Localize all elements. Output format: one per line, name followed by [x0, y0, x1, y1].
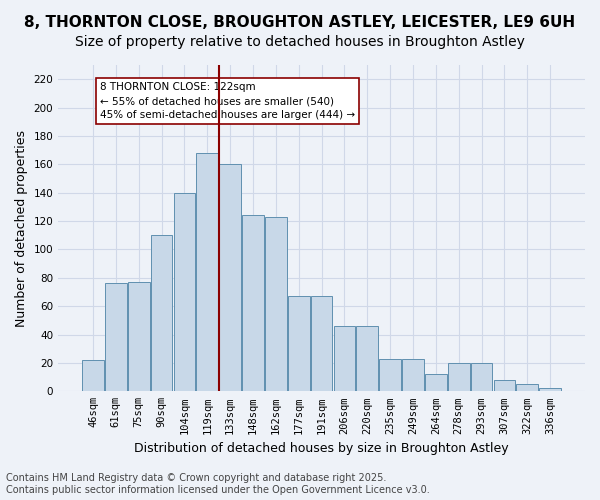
- Bar: [494, 380, 515, 392]
- Bar: [425, 374, 447, 392]
- Bar: [173, 192, 195, 392]
- Bar: [539, 388, 561, 392]
- Text: 8, THORNTON CLOSE, BROUGHTON ASTLEY, LEICESTER, LE9 6UH: 8, THORNTON CLOSE, BROUGHTON ASTLEY, LEI…: [25, 15, 575, 30]
- Bar: [105, 284, 127, 392]
- Bar: [311, 296, 332, 392]
- X-axis label: Distribution of detached houses by size in Broughton Astley: Distribution of detached houses by size …: [134, 442, 509, 455]
- Text: Contains HM Land Registry data © Crown copyright and database right 2025.
Contai: Contains HM Land Registry data © Crown c…: [6, 474, 430, 495]
- Bar: [219, 164, 241, 392]
- Bar: [82, 360, 104, 392]
- Bar: [448, 363, 470, 392]
- Bar: [128, 282, 149, 392]
- Bar: [517, 384, 538, 392]
- Text: Size of property relative to detached houses in Broughton Astley: Size of property relative to detached ho…: [75, 35, 525, 49]
- Bar: [356, 326, 378, 392]
- Bar: [288, 296, 310, 392]
- Bar: [471, 363, 493, 392]
- Bar: [151, 235, 172, 392]
- Bar: [402, 358, 424, 392]
- Bar: [265, 217, 287, 392]
- Bar: [379, 358, 401, 392]
- Bar: [196, 153, 218, 392]
- Y-axis label: Number of detached properties: Number of detached properties: [15, 130, 28, 326]
- Bar: [334, 326, 355, 392]
- Bar: [242, 216, 264, 392]
- Text: 8 THORNTON CLOSE: 122sqm
← 55% of detached houses are smaller (540)
45% of semi-: 8 THORNTON CLOSE: 122sqm ← 55% of detach…: [100, 82, 355, 120]
